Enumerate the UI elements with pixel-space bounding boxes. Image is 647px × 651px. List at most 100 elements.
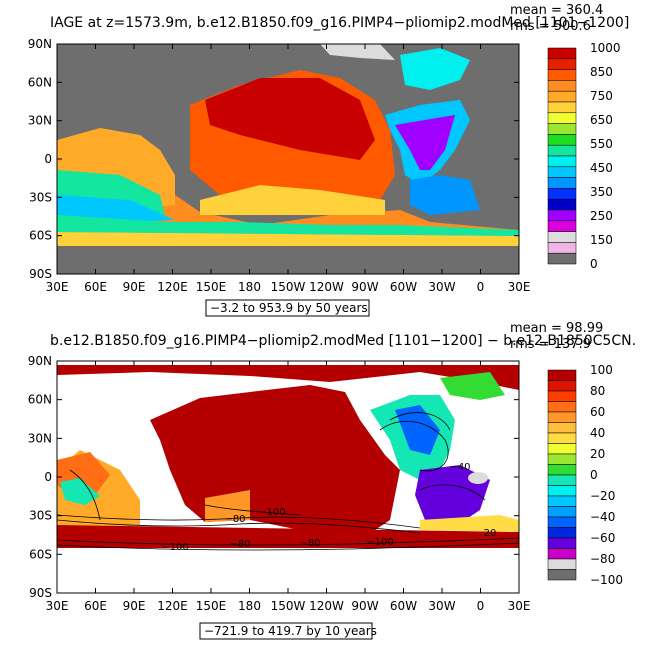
- colorbar-swatch: [547, 495, 577, 507]
- colorbar-swatch: [547, 188, 577, 200]
- y-tick-label: 60N: [28, 75, 52, 89]
- colorbar-swatch: [547, 123, 577, 135]
- colorbar-label: 850: [590, 65, 613, 79]
- panel-bottom-range-label: −721.9 to 419.7 by 10 years: [204, 624, 377, 638]
- panel-bottom-colorbar: 100 80 60 40 20 0 −20 −40 −60 −80 −100: [547, 363, 623, 587]
- colorbar-label: 80: [590, 384, 605, 398]
- colorbar-swatch: [547, 443, 577, 455]
- nordic-seas: [400, 48, 470, 90]
- x-tick-label: 120W: [309, 280, 344, 294]
- y-tick-label: 90N: [28, 37, 52, 51]
- arctic-difference: [57, 365, 519, 390]
- colorbar-label: 250: [590, 209, 613, 223]
- colorbar-swatch: [547, 485, 577, 497]
- colorbar-label: 20: [590, 447, 605, 461]
- colorbar-swatch: [547, 198, 577, 211]
- panel-top-mean: mean = 360.4: [510, 3, 603, 18]
- tasman-difference: [205, 490, 250, 522]
- colorbar-label: −100: [590, 573, 623, 587]
- y-tick-label: 60S: [29, 547, 52, 561]
- y-tick-label: 90N: [28, 354, 52, 368]
- colorbar-swatch: [547, 155, 577, 168]
- x-tick-label: 120W: [309, 599, 344, 613]
- colorbar-swatch: [547, 134, 577, 146]
- colorbar-swatch: [547, 166, 577, 178]
- panel-top-range-box: [205, 299, 370, 317]
- x-tick-label: 180: [238, 280, 261, 294]
- contour-label: −40: [449, 462, 470, 473]
- x-tick-label: 150E: [196, 280, 227, 294]
- contour-label: −100: [366, 537, 393, 548]
- colorbar-swatch: [547, 506, 577, 518]
- panel-bottom: b.e12.B1850.f09_g16.PIMP4−pliomip2.modMe…: [28, 321, 636, 640]
- colorbar-swatch: [547, 177, 577, 189]
- colorbar-label: −60: [590, 531, 615, 545]
- contour-label: −80: [229, 539, 250, 550]
- colorbar-swatch: [547, 569, 577, 581]
- colorbar-label: 0: [590, 257, 598, 271]
- contour-lines: [57, 412, 519, 551]
- atlantic-young-water: [395, 115, 455, 170]
- southern-ocean-cyan: [57, 215, 519, 236]
- y-tick-label: 60S: [29, 229, 52, 243]
- colorbar-swatch: [547, 453, 577, 465]
- south-pacific-band: [200, 185, 385, 215]
- x-tick-label: 30E: [508, 280, 531, 294]
- panel-bottom-title: b.e12.B1850.f09_g16.PIMP4−pliomip2.modMe…: [50, 333, 636, 349]
- panel-bottom-map: −100 −80 −100 −80 −100 −80 −40 20: [57, 361, 519, 593]
- y-tick-label: 90S: [29, 586, 52, 600]
- panel-top-map: [57, 44, 519, 274]
- colorbar-label: 40: [590, 426, 605, 440]
- panel-bottom-mean: mean = 98.99: [510, 321, 603, 336]
- colorbar-swatch: [547, 112, 577, 124]
- panel-top-range-label: −3.2 to 953.9 by 50 years: [210, 301, 368, 315]
- colorbar-swatch: [547, 101, 577, 114]
- colorbar-swatch: [547, 390, 577, 402]
- colorbar-swatch: [547, 401, 577, 413]
- colorbar-label: −40: [590, 510, 615, 524]
- colorbar-label: 60: [590, 405, 605, 419]
- y-tick-label: 30N: [28, 431, 52, 445]
- colorbar-label: 650: [590, 113, 613, 127]
- gulf-of-guinea: [468, 472, 488, 484]
- y-tick-label: 30N: [28, 114, 52, 128]
- colorbar-swatch: [547, 80, 577, 92]
- x-tick-label: 120E: [157, 599, 188, 613]
- colorbar-label: 1000: [590, 41, 621, 55]
- panel-top-colorbar: 1000 850 750 650 550 450 350 250 150 0: [547, 41, 621, 271]
- x-tick-label: 90E: [123, 280, 146, 294]
- x-tick-label: 60E: [84, 280, 107, 294]
- x-tick-label: 90W: [351, 280, 378, 294]
- panel-top: IAGE at z=1573.9m, b.e12.B1850.f09_g16.P…: [28, 3, 629, 317]
- x-tick-label: 30E: [46, 280, 69, 294]
- x-tick-label: 60W: [390, 280, 417, 294]
- colorbar-swatch: [547, 69, 577, 81]
- colorbar-swatch: [547, 527, 577, 539]
- colorbar-label: 450: [590, 161, 613, 175]
- colorbar-label: 0: [590, 468, 598, 482]
- x-tick-label: 90E: [123, 599, 146, 613]
- colorbar-label: 550: [590, 137, 613, 151]
- x-tick-label: 0: [477, 280, 485, 294]
- contour-label: 20: [484, 528, 497, 539]
- y-tick-label: 90S: [29, 267, 52, 281]
- colorbar-swatch: [547, 252, 577, 265]
- colorbar-swatch: [547, 380, 577, 392]
- colorbar-swatch: [547, 474, 577, 486]
- colorbar-label: 150: [590, 233, 613, 247]
- colorbar-swatch: [547, 231, 577, 243]
- y-tick-label: 30S: [29, 509, 52, 523]
- north-atlantic-negative: [395, 405, 440, 455]
- south-atlantic: [410, 175, 480, 215]
- panel-top-axes: 30E 60E 90E 120E 150E 180 150W 120W 90W 60W 30W 0 30…: [28, 37, 531, 294]
- y-tick-label: 60N: [28, 393, 52, 407]
- colorbar-swatch: [547, 58, 577, 70]
- contour-label: −100: [258, 507, 285, 518]
- colorbar-swatch: [547, 90, 577, 103]
- colorbar-swatch: [547, 47, 577, 60]
- north-pacific-old-water: [205, 78, 375, 160]
- colorbar-label: −20: [590, 489, 615, 503]
- contour-label: −80: [299, 538, 320, 549]
- colorbar-swatch: [547, 516, 577, 528]
